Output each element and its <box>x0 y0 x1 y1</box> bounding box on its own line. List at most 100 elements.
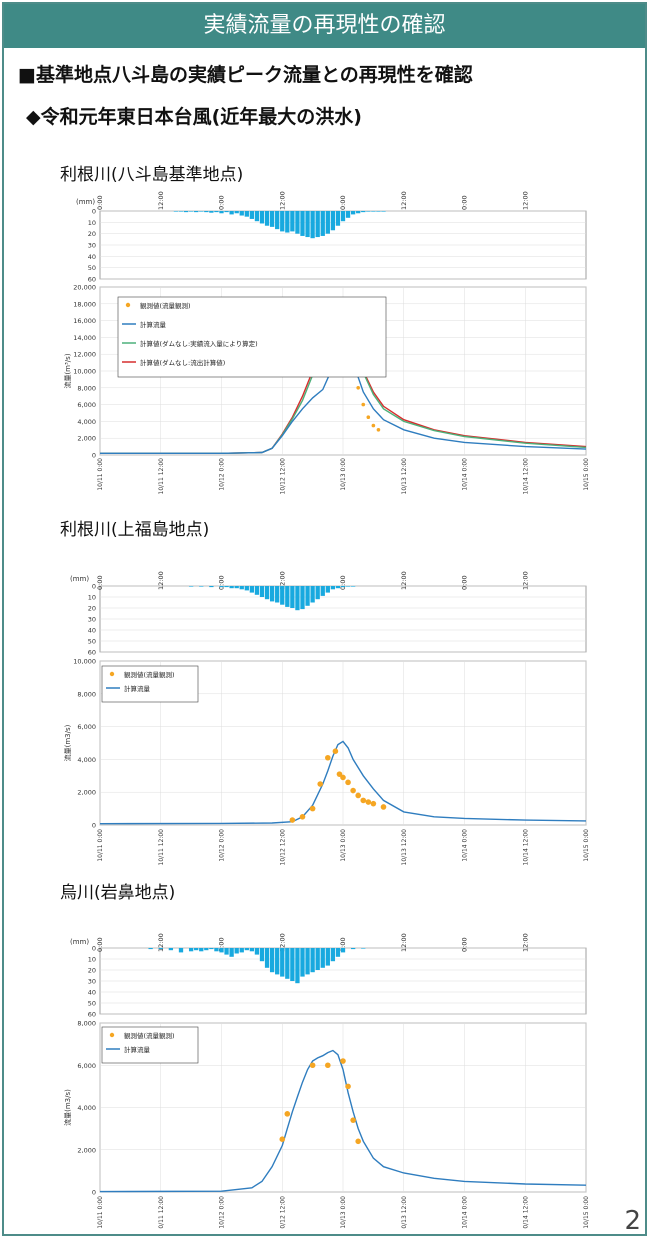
page-number: 2 <box>624 1206 641 1236</box>
rain-bar <box>340 586 346 588</box>
rain-bar <box>295 211 300 234</box>
rain-bar <box>335 586 341 589</box>
title-banner: 実績流量の再現性の確認 <box>4 4 645 48</box>
y-axis-label: 流量(m³/s) <box>63 353 72 388</box>
rain-bar <box>345 211 351 218</box>
rain-unit-label: (mm) <box>76 198 95 206</box>
rain-tick-label: 60 <box>88 276 96 284</box>
rain-bar <box>229 586 234 589</box>
top-time-label: 0:00 <box>96 937 104 952</box>
rain-bar <box>224 948 229 955</box>
x-tick-label: 10/11 0:00 <box>97 458 104 491</box>
flow-tick-label: 2,000 <box>77 435 96 443</box>
rain-tick-label: 30 <box>88 616 96 624</box>
flow-tick-label: 2,000 <box>77 789 96 797</box>
flow-tick-label: 8,000 <box>77 1020 96 1028</box>
flow-tick-label: 0 <box>92 822 96 830</box>
top-time-label: 12:00 <box>278 933 286 952</box>
flow-tick-label: 14,000 <box>73 334 96 342</box>
flow-tick-label: 0 <box>92 452 96 460</box>
legend-marker-observed <box>125 302 131 308</box>
top-time-label: 12:00 <box>521 571 529 590</box>
observed-point <box>340 1058 346 1064</box>
observed-point <box>370 800 377 807</box>
flow-tick-label: 6,000 <box>77 401 96 409</box>
series-line-computed <box>99 1049 587 1193</box>
rain-bar <box>320 586 325 596</box>
rain-bar <box>381 211 386 212</box>
rain-tick-label: 50 <box>88 264 96 272</box>
x-tick-label: 10/15 0:00 <box>583 458 590 491</box>
rain-bar <box>330 211 336 231</box>
top-time-label: 12:00 <box>278 571 286 590</box>
rain-bar <box>305 948 310 975</box>
top-time-label: 0:00 <box>461 575 469 590</box>
x-tick-label: 0/14 12:00 <box>522 1196 529 1229</box>
observed-point <box>340 774 346 781</box>
legend-label: 観測値(流量観測) <box>124 1031 175 1040</box>
rain-tick-label: 10 <box>88 594 96 602</box>
legend-label: 計算値(ダムなし:流出計算値) <box>140 358 225 367</box>
rain-bar <box>280 211 285 232</box>
flow-tick-label: 2,000 <box>77 1146 96 1154</box>
rain-bar <box>290 948 295 981</box>
x-tick-label: 10/13 0:00 <box>340 458 347 491</box>
flow-tick-label: 4,000 <box>77 756 96 764</box>
observed-point <box>360 797 367 804</box>
rain-bar <box>280 948 285 977</box>
rain-tick-label: 60 <box>88 649 96 657</box>
rain-bar <box>194 948 199 951</box>
top-time-label: 12:00 <box>400 191 408 210</box>
rain-bar <box>285 948 290 979</box>
rain-bar <box>178 211 184 212</box>
rain-bar <box>269 948 275 973</box>
rain-tick-label: 0 <box>92 583 96 591</box>
legend-box <box>101 1026 199 1064</box>
rain-bar <box>340 948 346 953</box>
rain-bar <box>325 211 330 234</box>
observed-point <box>366 415 371 420</box>
chart1-title: 利根川(八斗島基準地点) <box>60 165 244 185</box>
top-time-label: 0:00 <box>218 575 226 590</box>
flow-tick-label: 10,000 <box>73 368 96 376</box>
legend-label: 観測値(流量観測) <box>140 301 191 310</box>
rain-tick-label: 20 <box>88 967 96 975</box>
rain-bar <box>264 586 270 600</box>
observed-point <box>345 779 351 786</box>
observed-point <box>350 787 356 794</box>
observed-point <box>365 799 372 805</box>
rain-bar <box>269 211 275 227</box>
rain-bar <box>239 586 244 590</box>
rain-tick-label: 50 <box>88 638 96 646</box>
rain-bar <box>371 211 376 212</box>
rain-tick-label: 10 <box>88 956 96 964</box>
rain-unit-label: (mm) <box>70 938 89 946</box>
top-time-label: 12:00 <box>157 571 165 590</box>
observed-point <box>356 386 360 390</box>
rain-tick-label: 20 <box>88 605 96 613</box>
x-tick-label: 10/11 0:00 <box>97 1196 104 1229</box>
rain-bar <box>315 211 320 238</box>
rain-bar <box>315 586 320 600</box>
rain-bar <box>214 211 219 213</box>
x-tick-label: 0/13 12:00 <box>401 1196 408 1229</box>
flow-tick-label: 6,000 <box>77 1062 96 1070</box>
top-time-label: 12:00 <box>521 933 529 952</box>
rain-tick-label: 30 <box>88 978 96 986</box>
legend-label: 計算流量 <box>124 1045 151 1054</box>
x-tick-label: 10/12 12:00 <box>279 458 286 495</box>
rain-bar <box>269 586 275 602</box>
rain-bar <box>285 211 290 233</box>
rain-bar <box>335 948 341 957</box>
rain-bar <box>275 211 280 230</box>
rain-bar <box>320 211 325 236</box>
rain-bar <box>234 211 239 214</box>
rain-bar <box>315 948 320 970</box>
rain-unit-label: (mm) <box>70 575 89 583</box>
rain-bar <box>320 948 325 968</box>
rain-bar <box>305 211 310 238</box>
rain-bar <box>310 586 315 603</box>
rain-bar <box>148 948 153 950</box>
rain-bar <box>229 948 234 957</box>
